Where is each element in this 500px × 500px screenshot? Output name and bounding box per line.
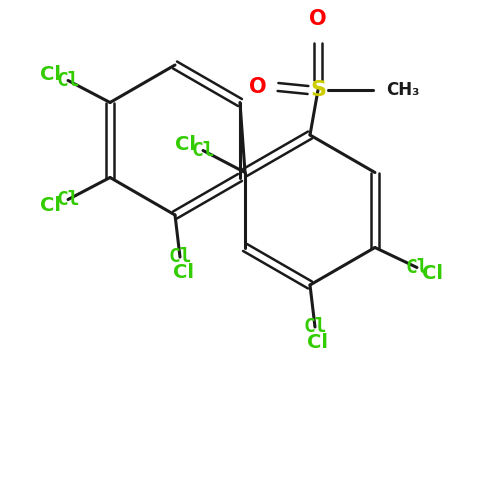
Text: Cl: Cl [422, 264, 444, 283]
Text: Cl: Cl [174, 135, 196, 154]
Text: CH₃: CH₃ [386, 81, 420, 99]
Text: Cl: Cl [168, 248, 192, 266]
Text: Cl: Cl [308, 334, 328, 352]
Text: O: O [249, 77, 267, 97]
Text: S: S [310, 80, 326, 100]
Text: Cl: Cl [172, 264, 194, 282]
Text: Cl: Cl [192, 141, 215, 160]
Text: Cl: Cl [40, 196, 60, 215]
Text: Cl: Cl [405, 258, 428, 277]
Text: Cl: Cl [56, 71, 80, 90]
Text: Cl: Cl [40, 65, 60, 84]
Text: Cl: Cl [303, 318, 327, 336]
Text: O: O [309, 9, 327, 29]
Text: Cl: Cl [56, 190, 80, 209]
